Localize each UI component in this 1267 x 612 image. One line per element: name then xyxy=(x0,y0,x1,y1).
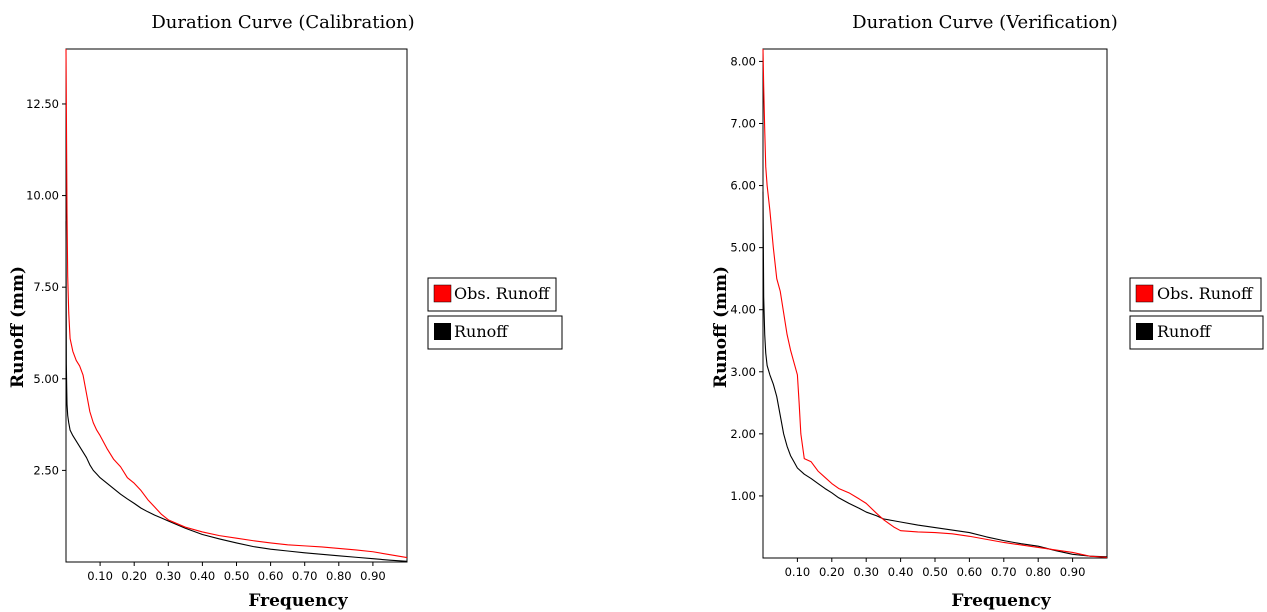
calibration-x-tick-label: 0.90 xyxy=(360,569,386,583)
calibration-series-lines xyxy=(65,48,408,562)
calibration-legend-swatch-runoff xyxy=(434,323,451,340)
calibration-legend: Obs. Runoff Runoff xyxy=(427,277,563,350)
verification-y-tick-label: 5.00 xyxy=(730,241,756,255)
verification-legend-swatch-runoff xyxy=(1136,323,1153,340)
verification-x-tick-label: 0.60 xyxy=(957,565,983,579)
calibration-series-line-obs-runoff xyxy=(65,48,408,559)
calibration-x-tick-label: 0.40 xyxy=(190,569,216,583)
calibration-x-axis-label: Frequency xyxy=(248,591,348,611)
verification-chart: Duration Curve (Verification) 0.10 0.20 0.… xyxy=(711,12,1264,611)
calibration-x-ticks: 0.10 0.20 0.30 0.40 0.50 0.60 0.70 0.80 0.90 xyxy=(87,562,386,583)
verification-legend-label-runoff: Runoff xyxy=(1157,322,1212,341)
calibration-chart-title: Duration Curve (Calibration) xyxy=(151,12,414,33)
calibration-y-tick-label: 5.00 xyxy=(33,372,59,386)
verification-x-tick-label: 0.10 xyxy=(785,565,811,579)
calibration-x-tick-label: 0.80 xyxy=(326,569,352,583)
verification-y-tick-label: 7.00 xyxy=(730,116,756,130)
verification-x-tick-label: 0.90 xyxy=(1060,565,1086,579)
verification-y-tick-label: 1.00 xyxy=(730,489,756,503)
calibration-y-tick-label: 12.50 xyxy=(26,97,59,111)
verification-x-tick-label: 0.70 xyxy=(991,565,1017,579)
verification-legend: Obs. Runoff Runoff xyxy=(1129,277,1264,350)
calibration-x-tick-label: 0.50 xyxy=(224,569,250,583)
verification-y-tick-label: 6.00 xyxy=(730,179,756,193)
calibration-chart: Duration Curve (Calibration) 0.10 0.20 0.3… xyxy=(8,12,563,611)
calibration-x-tick-label: 0.10 xyxy=(87,569,113,583)
calibration-x-tick-label: 0.70 xyxy=(292,569,318,583)
calibration-legend-label-obs: Obs. Runoff xyxy=(454,284,551,303)
calibration-y-tick-label: 2.50 xyxy=(33,463,59,477)
verification-x-tick-label: 0.20 xyxy=(819,565,845,579)
verification-y-axis-label: Runoff (mm) xyxy=(711,266,731,388)
calibration-y-ticks: 2.50 5.00 7.50 10.00 12.50 xyxy=(26,97,66,477)
verification-x-tick-label: 0.40 xyxy=(888,565,914,579)
calibration-legend-swatch-obs xyxy=(433,284,452,303)
verification-y-tick-label: 2.00 xyxy=(730,427,756,441)
verification-x-tick-label: 0.80 xyxy=(1025,565,1051,579)
calibration-y-tick-label: 10.00 xyxy=(26,189,59,203)
calibration-y-axis-label: Runoff (mm) xyxy=(8,266,28,388)
calibration-x-tick-label: 0.60 xyxy=(258,569,284,583)
calibration-y-tick-label: 7.50 xyxy=(33,280,59,294)
verification-x-tick-label: 0.50 xyxy=(922,565,948,579)
verification-y-tick-label: 3.00 xyxy=(730,365,756,379)
verification-x-ticks: 0.10 0.20 0.30 0.40 0.50 0.60 0.70 0.80 0.90 xyxy=(785,558,1086,579)
verification-y-ticks: 1.00 2.00 3.00 4.00 5.00 6.00 7.00 8.00 xyxy=(730,54,763,503)
verification-legend-label-obs: Obs. Runoff xyxy=(1157,284,1254,303)
verification-series-line-obs-runoff xyxy=(762,48,1108,558)
verification-series-lines xyxy=(762,48,1108,558)
calibration-plot-area xyxy=(65,48,408,563)
calibration-x-tick-label: 0.30 xyxy=(155,569,181,583)
calibration-legend-label-runoff: Runoff xyxy=(454,322,509,341)
calibration-series-line-runoff xyxy=(65,221,408,562)
verification-x-tick-label: 0.30 xyxy=(853,565,879,579)
verification-x-axis-label: Frequency xyxy=(951,591,1051,611)
verification-legend-swatch-obs xyxy=(1135,284,1154,303)
calibration-x-tick-label: 0.20 xyxy=(121,569,147,583)
verification-chart-title: Duration Curve (Verification) xyxy=(852,12,1118,33)
verification-y-tick-label: 8.00 xyxy=(730,54,756,68)
verification-y-tick-label: 4.00 xyxy=(730,303,756,317)
verification-series-line-runoff xyxy=(762,191,1108,558)
